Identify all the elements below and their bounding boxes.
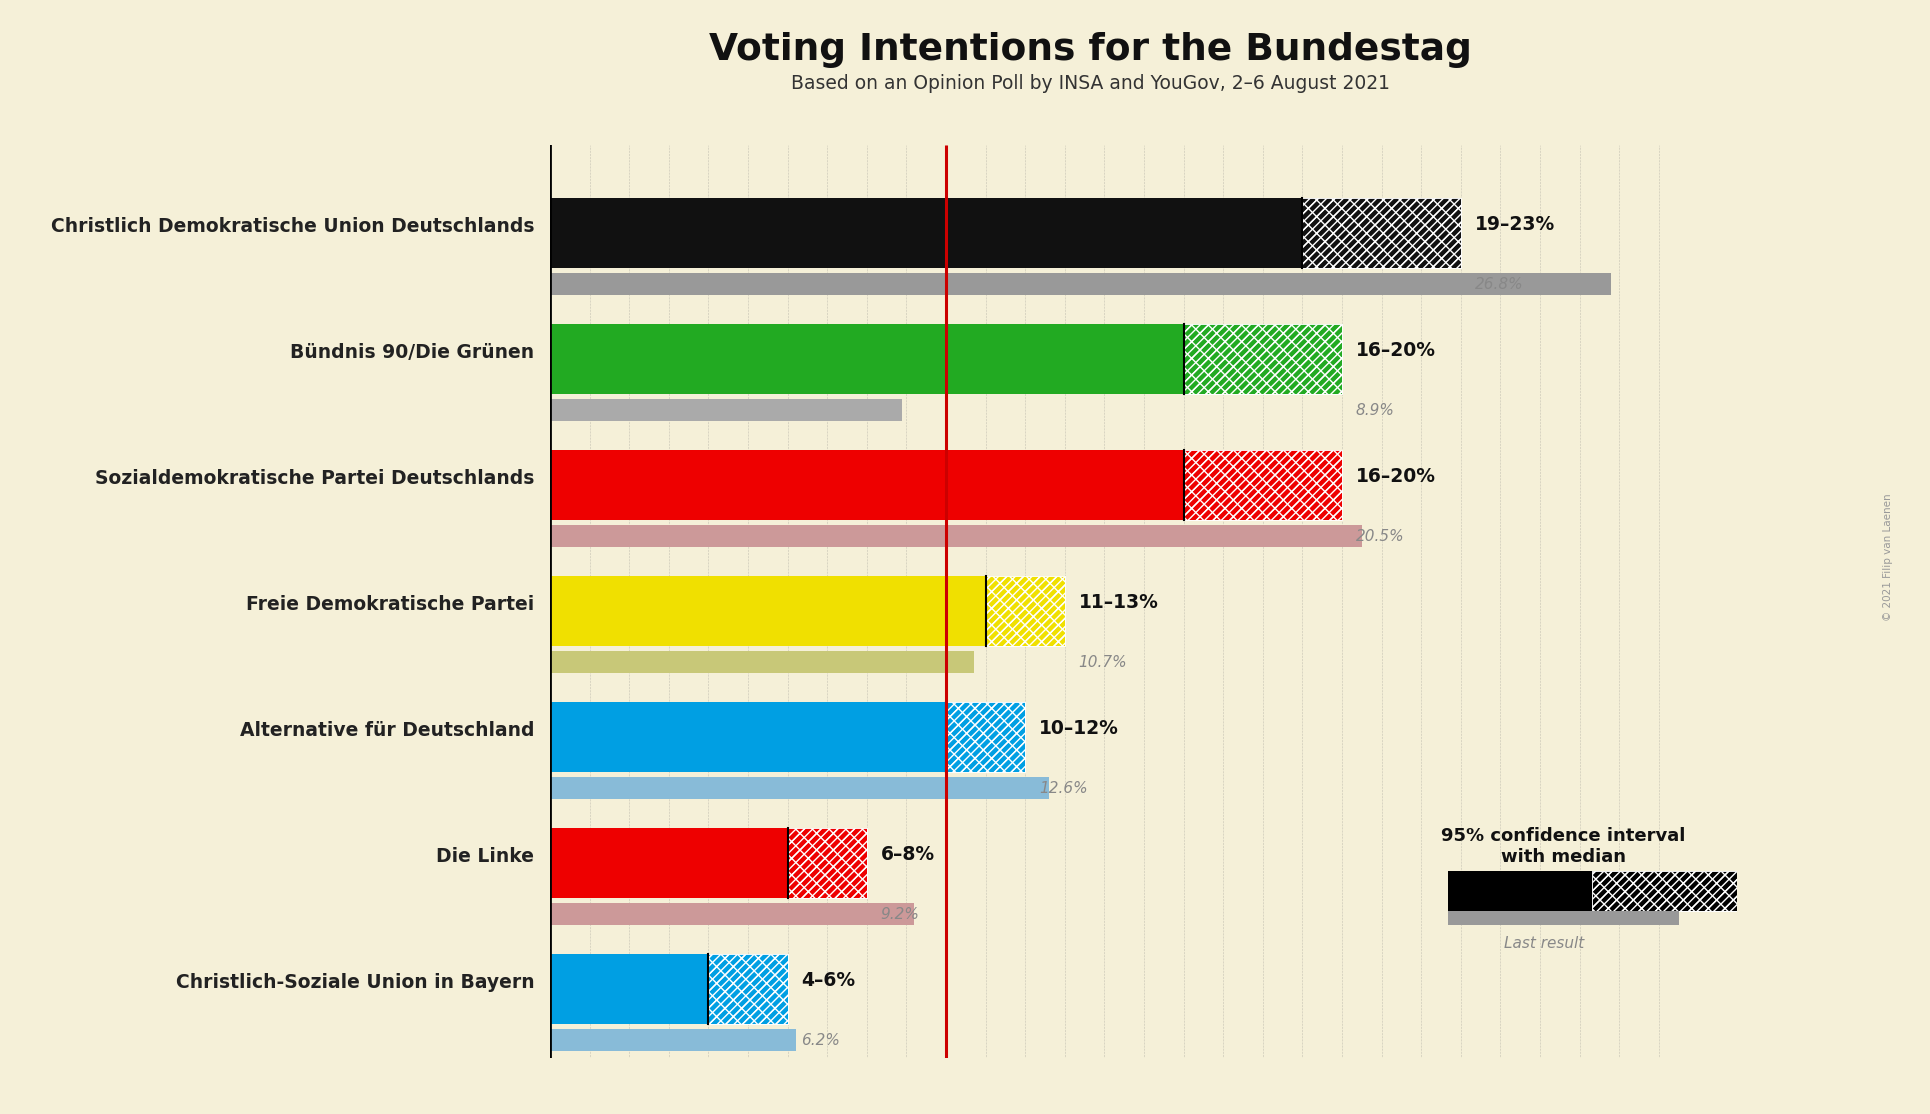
Bar	[550, 702, 946, 772]
Bar	[787, 829, 867, 898]
Text: 10.7%: 10.7%	[1079, 655, 1127, 670]
Bar	[986, 576, 1065, 646]
Text: 16–20%: 16–20%	[1357, 467, 1436, 486]
Bar	[708, 955, 787, 1024]
Bar	[550, 829, 787, 898]
Bar	[550, 576, 986, 646]
Bar	[550, 525, 1363, 547]
Bar	[550, 198, 1303, 267]
Text: 12.6%: 12.6%	[1038, 781, 1089, 795]
Text: 10–12%: 10–12%	[1038, 719, 1119, 737]
Text: 8.9%: 8.9%	[1357, 402, 1395, 418]
Bar	[550, 273, 1612, 295]
Bar	[1448, 871, 1592, 911]
Bar	[550, 1028, 795, 1052]
Text: Die Linke: Die Linke	[436, 848, 535, 867]
Text: Bündnis 90/Die Grünen: Bündnis 90/Die Grünen	[290, 343, 535, 362]
Bar	[986, 576, 1065, 646]
Bar	[550, 955, 708, 1024]
Bar	[946, 702, 1025, 772]
Text: 26.8%: 26.8%	[1475, 276, 1523, 292]
Text: 16–20%: 16–20%	[1357, 341, 1436, 360]
Bar	[550, 450, 1183, 519]
Text: Last result: Last result	[1503, 936, 1585, 951]
Text: 6.2%: 6.2%	[801, 1033, 840, 1047]
Text: Christlich-Soziale Union in Bayern: Christlich-Soziale Union in Bayern	[176, 974, 535, 993]
Bar	[946, 702, 1025, 772]
Text: 95% confidence interval
with median: 95% confidence interval with median	[1442, 828, 1685, 866]
Text: 19–23%: 19–23%	[1475, 215, 1556, 234]
Bar	[986, 576, 1065, 646]
Bar	[787, 829, 867, 898]
Bar	[787, 829, 867, 898]
Bar	[1183, 324, 1341, 393]
Bar	[1183, 450, 1341, 519]
Text: © 2021 Filip van Laenen: © 2021 Filip van Laenen	[1882, 494, 1893, 620]
Text: 9.2%: 9.2%	[880, 907, 919, 921]
Text: Freie Demokratische Partei: Freie Demokratische Partei	[245, 595, 535, 614]
Bar	[1303, 198, 1461, 267]
Bar	[1448, 911, 1679, 925]
Text: 6–8%: 6–8%	[880, 844, 934, 863]
Bar	[1303, 198, 1461, 267]
Bar	[1303, 198, 1461, 267]
Bar	[550, 902, 915, 926]
Text: 20.5%: 20.5%	[1357, 528, 1405, 544]
Text: Christlich Demokratische Union Deutschlands: Christlich Demokratische Union Deutschla…	[50, 217, 535, 236]
Bar	[550, 651, 975, 673]
Bar	[1183, 324, 1341, 393]
Bar	[708, 955, 787, 1024]
Bar	[1183, 450, 1341, 519]
Text: Alternative für Deutschland: Alternative für Deutschland	[239, 721, 535, 740]
Text: 4–6%: 4–6%	[801, 970, 855, 989]
Bar	[550, 399, 903, 421]
Bar	[946, 702, 1025, 772]
Bar	[1183, 450, 1341, 519]
Text: Voting Intentions for the Bundestag: Voting Intentions for the Bundestag	[708, 32, 1473, 68]
Bar	[550, 776, 1050, 800]
Bar	[708, 955, 787, 1024]
Bar	[1183, 324, 1341, 393]
Text: Sozialdemokratische Partei Deutschlands: Sozialdemokratische Partei Deutschlands	[95, 469, 535, 488]
Bar	[550, 324, 1183, 393]
Bar	[1592, 871, 1737, 911]
Bar	[1592, 871, 1737, 911]
Bar	[1592, 871, 1737, 911]
Text: Based on an Opinion Poll by INSA and YouGov, 2–6 August 2021: Based on an Opinion Poll by INSA and You…	[791, 74, 1390, 94]
Text: 11–13%: 11–13%	[1079, 593, 1158, 612]
